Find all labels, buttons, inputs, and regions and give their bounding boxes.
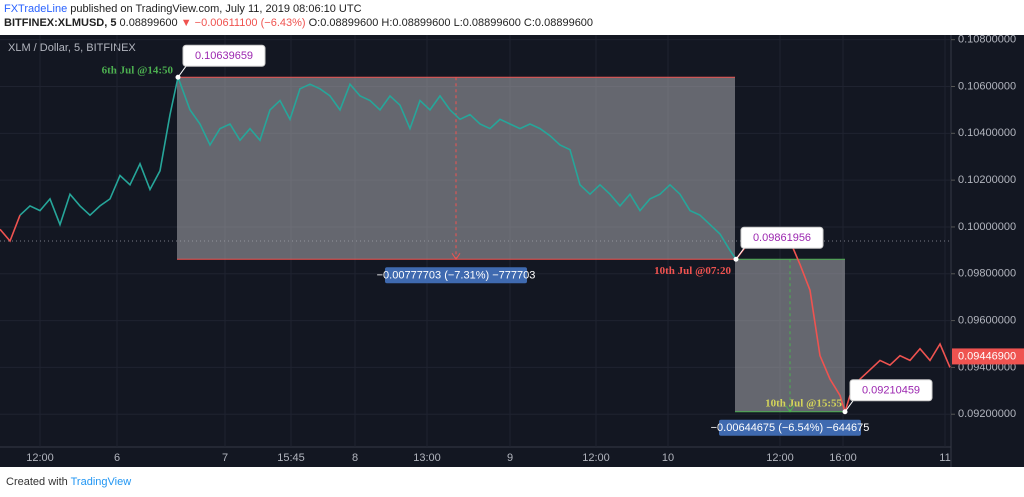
callout-value: 0.10639659 <box>195 50 253 62</box>
callout-stem <box>177 65 187 78</box>
x-tick-label: 12:00 <box>766 452 794 464</box>
chart: XLM / Dollar, 5, BITFINEX 0.092000000.09… <box>0 35 1024 467</box>
x-tick-label: 12:00 <box>582 452 610 464</box>
brand[interactable]: TradingView <box>70 476 132 488</box>
range-label: −0.00644675 (−6.54%) −644675 <box>711 422 870 434</box>
y-tick-label: 0.09800000 <box>958 268 1016 280</box>
x-tick-label: 8 <box>352 452 358 464</box>
x-tick-label: 7 <box>222 452 228 464</box>
x-tick-label: 13:00 <box>413 452 441 464</box>
y-tick-label: 0.10200000 <box>958 174 1016 186</box>
callout-value: 0.09210459 <box>862 385 920 397</box>
footer: Created with TradingView <box>6 476 131 488</box>
range-label: −0.00777703 (−7.31%) −777703 <box>377 270 536 282</box>
y-tick-label: 0.09200000 <box>958 408 1016 420</box>
x-tick-label: 6 <box>114 452 120 464</box>
range-arrow-head <box>785 405 795 413</box>
y-tick-label: 0.10600000 <box>958 80 1016 92</box>
author[interactable]: FXTradeLine <box>4 3 68 15</box>
published: published on TradingView.com, July 11, 2… <box>70 3 362 15</box>
callout-box <box>182 44 266 67</box>
created: Created with <box>6 476 68 488</box>
x-tick-label: 10 <box>662 452 674 464</box>
callout-stem <box>735 247 745 260</box>
x-tick-label: 16:00 <box>829 452 857 464</box>
price: 0.08899600 <box>119 17 178 29</box>
range-box <box>735 259 845 412</box>
y-tick-label: 0.10000000 <box>958 221 1016 233</box>
callout-stem <box>844 400 854 413</box>
ohlc: O:0.08899600 H:0.08899600 L:0.08899600 C… <box>308 17 594 29</box>
last-price-box <box>952 348 1024 365</box>
callout-date: 10th Jul @07:20 <box>654 265 731 277</box>
callout-value: 0.09861956 <box>753 232 811 244</box>
symbol: BITFINEX:XLMUSD, 5 <box>4 17 117 29</box>
x-tick-label: 15:45 <box>277 452 305 464</box>
range-label-box <box>719 419 861 436</box>
range-arrow-head <box>451 252 461 261</box>
x-tick-label: 11 <box>939 452 950 464</box>
header-line: BITFINEX:XLMUSD, 5 0.08899600 ▼ −0.00611… <box>4 16 593 30</box>
range-label-box <box>385 267 527 284</box>
price-line <box>19 74 737 260</box>
callout-date: 10th Jul @15:55 <box>765 397 842 409</box>
change: ▼ −0.00611100 (−6.43%) <box>180 17 306 29</box>
x-tick-label: 12:00 <box>26 452 54 464</box>
callout-date: 6th Jul @14:50 <box>102 65 174 77</box>
last-price-label: 0.09446900 <box>958 350 1016 362</box>
y-tick-label: 0.10400000 <box>958 127 1016 139</box>
x-tick-label: 9 <box>507 452 513 464</box>
callout-box <box>849 379 933 402</box>
header: FXTradeLine published on TradingView.com… <box>4 2 593 30</box>
header-line: FXTradeLine published on TradingView.com… <box>4 2 593 16</box>
callout-box <box>740 226 824 249</box>
y-tick-label: 0.09600000 <box>958 314 1016 326</box>
y-tick-label: 0.10800000 <box>958 35 1016 46</box>
